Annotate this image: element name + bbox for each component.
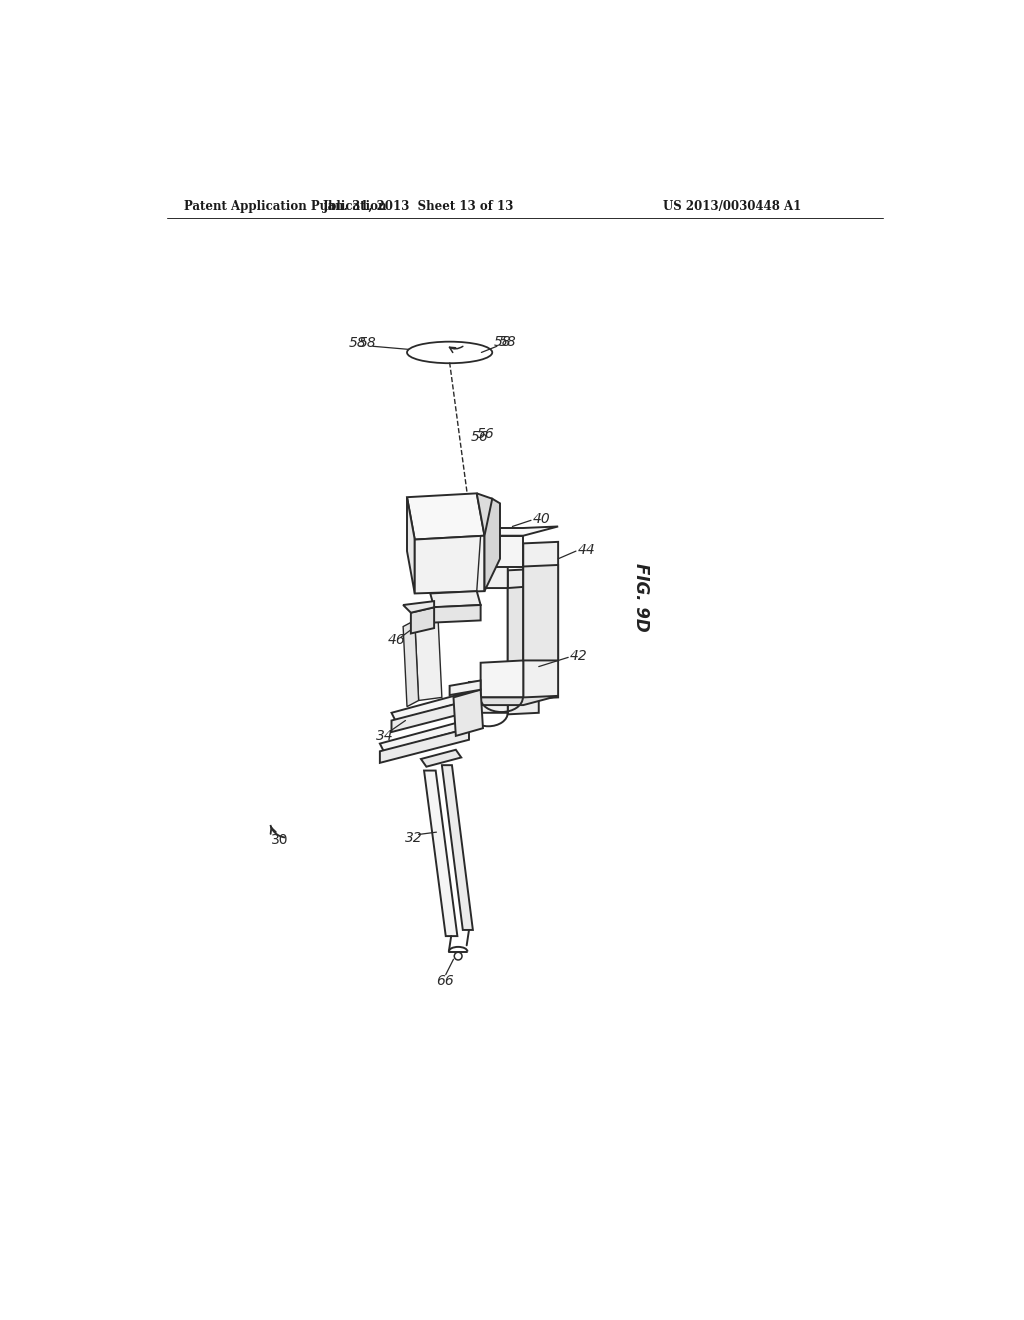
Text: FIG. 9D: FIG. 9D [632, 564, 650, 631]
Text: 34: 34 [376, 729, 394, 743]
Polygon shape [403, 620, 419, 706]
Polygon shape [442, 766, 473, 929]
Polygon shape [430, 605, 480, 623]
Text: 56: 56 [477, 428, 495, 441]
Polygon shape [407, 498, 415, 594]
Text: 40: 40 [532, 512, 550, 525]
Polygon shape [469, 681, 508, 713]
Polygon shape [407, 494, 484, 540]
Polygon shape [454, 689, 483, 737]
Polygon shape [403, 601, 434, 612]
Text: 42: 42 [569, 649, 588, 663]
Polygon shape [421, 750, 461, 767]
Polygon shape [469, 552, 539, 562]
Polygon shape [415, 536, 484, 594]
Polygon shape [424, 771, 458, 936]
Text: 32: 32 [406, 830, 423, 845]
Polygon shape [480, 536, 523, 566]
Polygon shape [469, 561, 508, 589]
Polygon shape [484, 499, 500, 591]
Text: Patent Application Publication: Patent Application Publication [183, 199, 386, 213]
Text: 56: 56 [471, 430, 488, 444]
Polygon shape [508, 569, 539, 714]
Polygon shape [411, 607, 434, 634]
Text: 58: 58 [494, 335, 512, 348]
Polygon shape [450, 681, 480, 696]
Polygon shape [508, 586, 539, 681]
Polygon shape [477, 494, 493, 554]
Polygon shape [480, 660, 523, 697]
Polygon shape [523, 565, 558, 660]
Polygon shape [380, 721, 469, 751]
Polygon shape [480, 527, 558, 536]
Polygon shape [380, 729, 469, 763]
Polygon shape [430, 591, 480, 607]
Polygon shape [415, 618, 442, 701]
Polygon shape [391, 689, 480, 721]
Text: US 2013/0030448 A1: US 2013/0030448 A1 [663, 199, 801, 213]
Text: 58: 58 [359, 337, 377, 350]
Text: 66: 66 [436, 974, 455, 987]
Text: 44: 44 [578, 543, 595, 557]
Text: Jan. 31, 2013  Sheet 13 of 13: Jan. 31, 2013 Sheet 13 of 13 [323, 199, 514, 213]
Text: 58: 58 [499, 335, 516, 348]
Polygon shape [480, 696, 558, 705]
Text: 30: 30 [271, 833, 289, 847]
Text: 58: 58 [349, 337, 367, 350]
Polygon shape [523, 543, 558, 700]
Polygon shape [391, 697, 480, 733]
Text: 46: 46 [388, 634, 406, 647]
